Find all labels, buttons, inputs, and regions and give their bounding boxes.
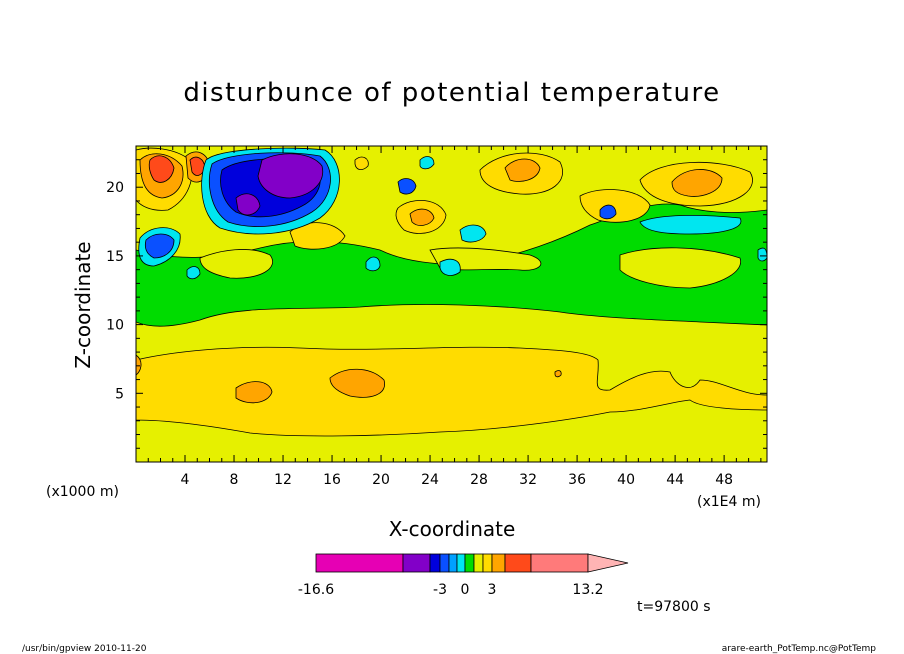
contour-region-orange-patch [409, 208, 435, 226]
x-tick-label: 4 [181, 472, 190, 488]
x-axis-title: X-coordinate [389, 517, 516, 541]
colorbar: -16.6 -3 0 3 13.2 [298, 553, 629, 598]
colorbar-bin [402, 553, 431, 573]
x-tick-label: 32 [519, 472, 537, 488]
plot-frame [135, 145, 768, 463]
contour-region-blue-patch [144, 233, 175, 259]
colorbar-label: 13.2 [572, 582, 603, 598]
colorbar-bin [429, 553, 441, 573]
contour-region-cyan-patch [639, 215, 742, 235]
colorbar-bin [456, 553, 466, 573]
contour-region-orange-patch [671, 169, 723, 197]
x-tick-label: 44 [666, 472, 684, 488]
contour-region-cyan-patch [439, 258, 461, 276]
x-tick-label: 40 [617, 472, 635, 488]
contour-region-blue-patch [599, 204, 617, 220]
x-tick-label: 28 [470, 472, 488, 488]
contour-region-cyan-patch [459, 224, 487, 243]
x-tick-label: 24 [421, 472, 439, 488]
colorbar-bin [504, 553, 532, 573]
colorbar-bin [482, 553, 493, 573]
y-tick-label: 10 [106, 318, 124, 334]
y-tick-label: 20 [106, 180, 124, 196]
x-tick-label: 12 [274, 472, 292, 488]
contour-field [136, 146, 767, 462]
x-tick-label: 16 [323, 472, 341, 488]
colorbar-bin [464, 553, 475, 573]
time-label: t=97800 s [637, 599, 711, 615]
colorbar-bin [530, 553, 589, 573]
contour-region-blue-patch [397, 178, 417, 195]
colorbar-bin [491, 553, 506, 573]
contour-region-cyan-patch [757, 247, 767, 262]
colorbar-label: 3 [488, 582, 497, 598]
contour-region-red-patch [148, 155, 175, 183]
y-axis-title: Z-coordinate [71, 241, 95, 368]
x-unit-label: (x1E4 m) [697, 494, 761, 510]
colorbar-bin [473, 553, 484, 573]
contour-region-cyan-patch [186, 266, 201, 280]
contour-region-yellow-patch [199, 249, 273, 279]
y-tick-label: 5 [115, 386, 124, 402]
colorbar-label: -16.6 [298, 582, 334, 598]
contour-region-cyan-patch [419, 156, 435, 170]
contour-region-orange-patch [579, 189, 651, 223]
x-tick-label: 48 [715, 472, 733, 488]
chart-title: disturbunce of potential temperature [183, 78, 720, 108]
contour-region-orange-patch [504, 158, 541, 182]
footer-right: arare-earth_PotTemp.nc@PotTemp [722, 644, 877, 654]
colorbar-bin [448, 553, 458, 573]
contour-region-cyan-patch [365, 256, 381, 272]
colorbar-arrow [587, 553, 629, 573]
footer-left: /usr/bin/gpview 2010-11-20 [22, 644, 147, 654]
contour-region-orange-patch [235, 381, 273, 404]
x-tick-label: 8 [230, 472, 239, 488]
contour-region-orange-patch [329, 368, 385, 398]
y-tick-label: 15 [106, 249, 124, 265]
colorbar-bin [439, 553, 450, 573]
x-tick-label: 20 [372, 472, 390, 488]
contour-region-yellow-patch [619, 247, 741, 289]
contour-region-orange-band [136, 346, 767, 437]
colorbar-label: -3 [433, 582, 447, 598]
contour-region-purple-patch [235, 193, 261, 216]
x-tick-label: 36 [568, 472, 586, 488]
contour-region-orange-patch [354, 156, 369, 170]
colorbar-label: 0 [461, 582, 470, 598]
contour-region-orange-patch [554, 370, 562, 378]
contour-region-purple-patch [257, 153, 324, 199]
colorbar-bin [315, 553, 404, 573]
y-unit-label: (x1000 m) [46, 484, 119, 500]
